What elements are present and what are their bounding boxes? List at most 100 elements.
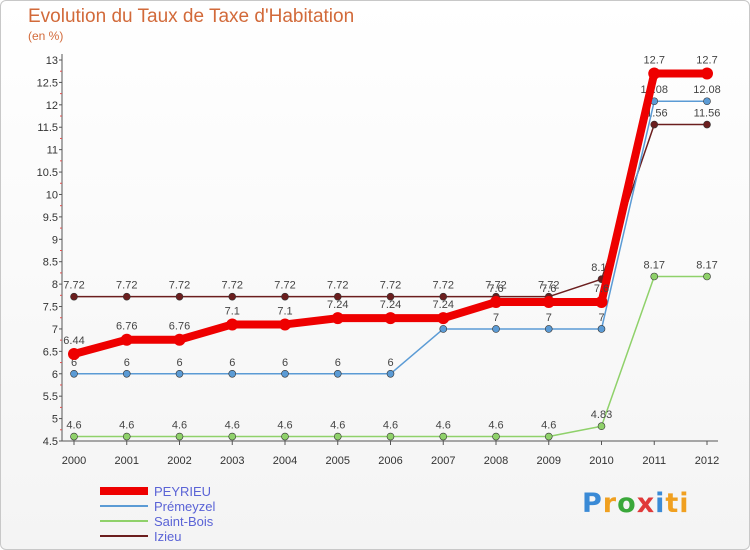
data-label: 7	[493, 312, 499, 324]
data-point	[226, 318, 239, 331]
data-label: 4.6	[541, 420, 556, 432]
y-tick-label: 4.5	[43, 436, 58, 448]
proxiti-logo: Proxiti	[582, 488, 690, 519]
data-label: 6	[282, 357, 288, 369]
y-tick-label: 10	[46, 189, 58, 201]
data-label: 4.6	[172, 420, 187, 432]
legend-label: Izieu	[154, 529, 181, 544]
chart-unit-label: (en %)	[28, 29, 64, 43]
data-label: 6	[335, 357, 341, 369]
data-label: 4.6	[488, 420, 503, 432]
x-tick-label: 2009	[537, 455, 561, 467]
data-point	[122, 369, 131, 378]
data-point	[281, 369, 289, 378]
data-label: 7.6	[488, 283, 503, 295]
data-point	[439, 292, 448, 301]
data-label: 7.24	[433, 299, 454, 311]
data-point	[333, 369, 342, 378]
data-label: 4.6	[436, 420, 451, 432]
x-tick-label: 2003	[220, 455, 244, 467]
data-point	[703, 120, 711, 129]
data-point	[70, 369, 78, 378]
data-point	[228, 432, 237, 441]
data-point	[331, 312, 344, 325]
data-label: 7.72	[116, 280, 137, 292]
series-line-peyrieu	[70, 69, 711, 359]
data-point	[70, 292, 78, 301]
y-tick-label: 6.5	[43, 346, 58, 358]
y-tick-label: 7.5	[43, 302, 58, 314]
data-point	[492, 432, 500, 441]
x-tick-label: 2012	[695, 455, 719, 467]
data-point	[386, 292, 395, 301]
legend-label: Prémeyzel	[154, 499, 216, 514]
x-tick-label: 2000	[62, 455, 86, 467]
legend-label: Saint-Bois	[154, 514, 214, 529]
y-tick-label: 10.5	[37, 167, 58, 179]
data-point	[597, 422, 606, 431]
data-point	[597, 325, 606, 333]
y-tick-label: 12	[46, 100, 58, 112]
y-tick-label: 8	[52, 279, 58, 291]
data-label: 7.6	[541, 283, 556, 295]
data-label: 7	[546, 312, 552, 324]
x-tick-label: 2002	[167, 455, 191, 467]
data-label: 4.6	[383, 420, 398, 432]
x-tick-label: 2011	[642, 455, 666, 467]
y-tick-label: 5.5	[43, 391, 58, 403]
data-label: 4.6	[330, 420, 345, 432]
data-label: 7.24	[380, 299, 401, 311]
data-label: 6	[176, 357, 182, 369]
legend-label: PEYRIEU	[154, 484, 211, 499]
y-tick-label: 9	[52, 234, 58, 246]
data-point	[384, 312, 397, 325]
data-label: 4.6	[66, 420, 81, 432]
data-label: 7.72	[380, 280, 401, 292]
data-label: 7.72	[327, 280, 348, 292]
data-point	[650, 272, 659, 281]
data-point	[281, 292, 289, 301]
data-label: 12.7	[644, 54, 665, 66]
data-point	[701, 67, 713, 80]
data-point	[175, 432, 184, 441]
data-label: 7.72	[274, 280, 295, 292]
data-label: 7.72	[433, 280, 454, 292]
y-tick-label: 7	[52, 324, 58, 336]
data-label: 11.56	[694, 108, 721, 120]
data-point	[70, 432, 78, 441]
data-point	[173, 333, 186, 346]
y-tick-label: 13	[46, 55, 58, 67]
data-point	[120, 333, 133, 346]
data-label: 6	[124, 357, 130, 369]
data-label: 7.72	[63, 280, 84, 292]
y-tick-label: 11	[47, 145, 58, 157]
data-point	[492, 325, 500, 333]
y-tick-label: 12.5	[37, 77, 58, 89]
x-tick-label: 2008	[484, 455, 508, 467]
data-label: 6	[229, 357, 235, 369]
data-label: 6.44	[63, 335, 84, 347]
data-point	[544, 432, 553, 441]
data-label: 7.72	[169, 280, 190, 292]
data-label: 4.6	[119, 420, 134, 432]
chart-series: 7.72 7.72 7.72 7.72 7.72 7.72 7.72 7.72 7.72 7.72…	[63, 54, 721, 441]
data-point	[439, 432, 448, 441]
data-point	[648, 67, 661, 80]
data-point	[437, 312, 450, 325]
data-label: 7.72	[485, 280, 506, 292]
data-label: 12.08	[693, 84, 721, 96]
data-label: 7.1	[277, 305, 292, 317]
data-label: 12.7	[696, 54, 717, 66]
data-label: 6	[71, 357, 77, 369]
data-label: 8.17	[696, 259, 717, 271]
data-point	[281, 432, 289, 441]
data-point	[279, 318, 291, 331]
data-point	[650, 120, 659, 129]
y-tick-label: 5	[52, 414, 58, 426]
x-tick-label: 2001	[115, 455, 139, 467]
data-label: 8.17	[644, 259, 665, 271]
data-point	[386, 369, 395, 378]
data-point	[68, 348, 80, 361]
